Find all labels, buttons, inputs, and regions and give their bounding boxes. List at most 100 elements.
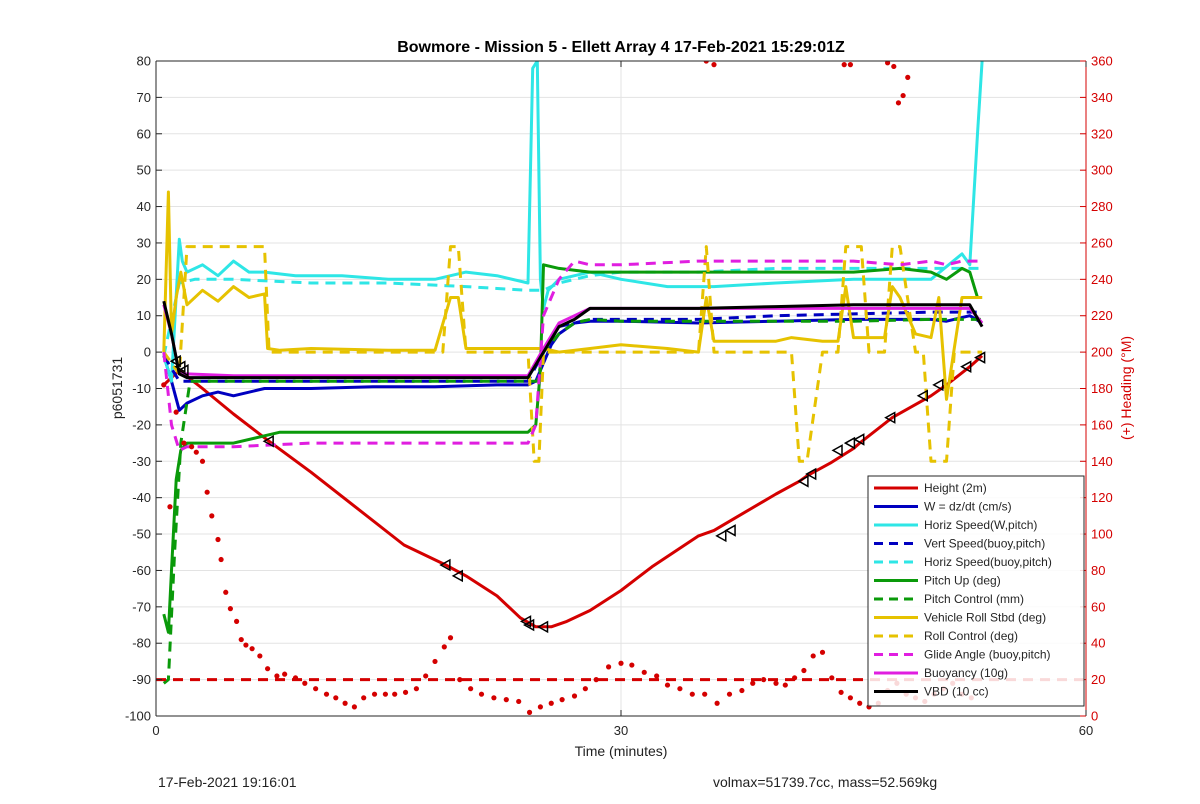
y-tick-label: 80 [137, 54, 151, 69]
height-marker [536, 620, 549, 634]
heading-point [423, 673, 429, 679]
heading-point [223, 589, 229, 595]
height-marker [853, 433, 865, 446]
heading-point [559, 697, 565, 703]
heading-point [618, 660, 624, 666]
heading-point [265, 666, 271, 672]
heading-point [193, 449, 199, 455]
legend-label: Glide Angle (buoy,pitch) [924, 648, 1051, 662]
y-tick-label: 70 [137, 90, 151, 105]
heading-point [829, 675, 835, 681]
heading-point [782, 682, 788, 688]
height-marker [715, 529, 727, 543]
y-tick-label: -20 [132, 417, 151, 432]
heading-point [714, 700, 720, 706]
y2-tick-label: 160 [1091, 417, 1113, 432]
heading-point [361, 695, 367, 701]
heading-point [750, 680, 756, 686]
height-marker [439, 558, 451, 572]
y-tick-label: -90 [132, 672, 151, 687]
y2-tick-label: 180 [1091, 381, 1113, 396]
heading-point [516, 698, 522, 705]
heading-point [234, 618, 240, 624]
heading-point [478, 691, 485, 697]
legend-label: Horiz Speed(W,pitch) [924, 518, 1037, 532]
y-tick-label: -70 [132, 599, 151, 614]
heading-point [392, 691, 398, 697]
heading-point [641, 669, 647, 675]
height-marker [960, 360, 972, 373]
legend-label: Pitch Up (deg) [924, 574, 1001, 588]
y2-tick-label: 360 [1091, 54, 1113, 69]
heading-point [189, 444, 195, 450]
heading-point [841, 62, 847, 68]
series-line-horiz-speed-w-pitch [162, 61, 984, 383]
heading-point [218, 556, 224, 563]
heading-point [503, 697, 509, 703]
height-marker [805, 467, 817, 481]
heading-point [900, 92, 906, 99]
heading-point [249, 646, 255, 652]
heading-point [726, 691, 733, 697]
legend-label: VBD (10 cc) [924, 685, 989, 699]
series-line-glide-angle-buoy-pitch [162, 259, 983, 452]
heading-point [402, 689, 409, 695]
series-line-vbd-10-cc [162, 300, 984, 380]
y2-tick-label: 260 [1091, 235, 1113, 250]
heading-point [711, 62, 717, 68]
y2-tick-label: 300 [1091, 163, 1113, 178]
y2-axis-label: (+) Heading (°M) [1118, 336, 1134, 440]
y-tick-label: -100 [125, 709, 151, 724]
heading-point [537, 704, 544, 710]
heading-point [351, 704, 357, 710]
y-tick-label: 60 [137, 126, 151, 141]
heading-point [664, 682, 671, 688]
legend-box [867, 475, 1085, 707]
heading-point [468, 686, 474, 692]
y2-tick-label: 240 [1091, 272, 1113, 287]
heading-point [215, 536, 221, 543]
y2-tick-label: 80 [1091, 563, 1105, 578]
x-tick-label: 30 [614, 723, 628, 738]
y-tick-label: -40 [132, 490, 151, 505]
heading-point [703, 61, 709, 64]
heading-point [173, 409, 179, 415]
heading-point [654, 673, 660, 679]
chart-title: Bowmore - Mission 5 - Ellett Array 4 17-… [397, 39, 845, 56]
heading-point [491, 695, 497, 701]
heading-point [548, 700, 554, 706]
series-line-vehicle-roll-stbd-deg [162, 190, 983, 401]
legend-label: Pitch Control (mm) [924, 592, 1024, 606]
height-marker [884, 411, 896, 424]
height-marker [831, 444, 843, 457]
y2-tick-label: 40 [1091, 636, 1105, 651]
heading-point [243, 642, 249, 648]
x-tick-label: 60 [1079, 723, 1093, 738]
heading-point [204, 489, 210, 495]
heading-point [819, 649, 826, 655]
height-marker [724, 524, 736, 537]
series-line-pitch-up-deg [162, 263, 983, 634]
heading-point [857, 700, 863, 706]
heading-point [810, 653, 816, 659]
y2-tick-label: 0 [1091, 709, 1098, 724]
y-tick-label: -30 [132, 454, 151, 469]
height-marker [169, 354, 181, 368]
heading-point [571, 693, 578, 699]
heading-point [413, 686, 419, 692]
heading-point [167, 504, 173, 510]
height-marker [797, 475, 809, 488]
footer-timestamp: 17-Feb-2021 19:16:01 [158, 774, 297, 790]
legend-label: Roll Control (deg) [924, 629, 1018, 643]
height-marker [262, 434, 274, 448]
y2-tick-label: 340 [1091, 90, 1113, 105]
heading-point [773, 680, 779, 686]
footer-vehicle-info: volmax=51739.7cc, mass=52.569kg [713, 774, 938, 790]
height-marker [974, 351, 986, 364]
heading-point [209, 513, 215, 519]
heading-point [313, 686, 319, 692]
heading-point [689, 691, 695, 697]
heading-point [302, 680, 308, 686]
heading-point [199, 458, 206, 464]
series-line-buoyancy-10g [162, 304, 984, 378]
